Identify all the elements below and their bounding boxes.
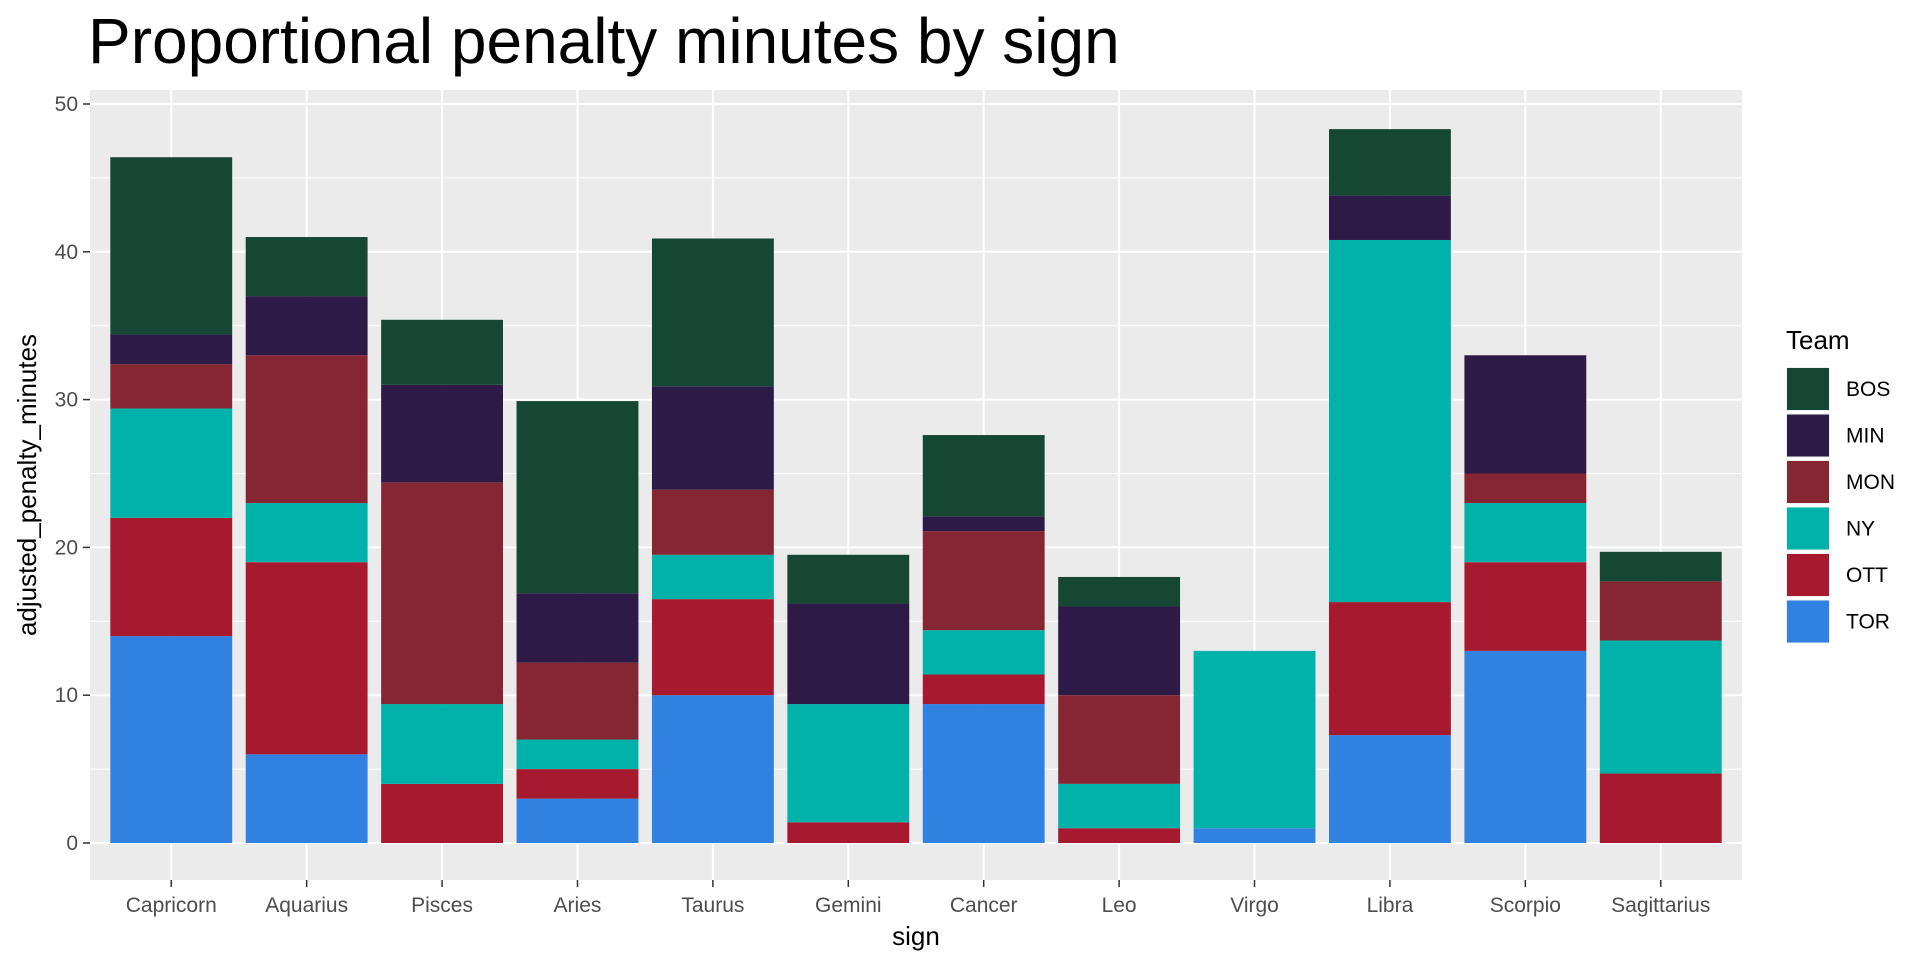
bar-segment-ott — [110, 517, 233, 637]
bar-segment-ott — [381, 783, 503, 843]
y-tick-label: 20 — [55, 536, 78, 559]
bar-segment-ott — [516, 769, 639, 799]
bar-segment-ny — [1599, 640, 1722, 774]
legend-swatch-min — [1787, 414, 1829, 457]
bar-segment-ott — [245, 562, 368, 755]
y-tick-label: 0 — [66, 832, 78, 855]
x-axis: Capricorn Aquarius Pisces Aries Taurus Gemini… — [126, 880, 1710, 917]
legend-label: OTT — [1846, 564, 1888, 587]
y-tick-label: 50 — [55, 93, 78, 116]
bar-segment-mon — [922, 531, 1045, 631]
bar-segment-ott — [1464, 562, 1587, 651]
bar-segment-ott — [651, 599, 774, 696]
bar-segment-mon — [1464, 473, 1587, 504]
bar-segment-ny — [381, 704, 503, 784]
bar-segment-mon — [651, 489, 774, 555]
bar-segment-bos — [245, 237, 368, 297]
bar-segment-mon — [381, 482, 503, 705]
bar-segment-ny — [787, 704, 910, 823]
bar-segment-mon — [110, 364, 233, 409]
x-tick-label: Pisces — [411, 894, 473, 917]
bar-segment-ny — [1329, 239, 1451, 603]
legend-swatch-mon — [1787, 461, 1829, 503]
x-tick-label: Aries — [554, 894, 602, 917]
bar-segment-bos — [1329, 129, 1451, 196]
bar-segment-tor — [1193, 828, 1316, 843]
bar-segment-bos — [516, 401, 639, 594]
bar-segment-min — [787, 603, 910, 705]
x-tick-label: Taurus — [681, 894, 744, 917]
bar-segment-min — [922, 516, 1045, 532]
x-tick-label: Capricorn — [126, 894, 217, 917]
bar-segment-min — [1058, 606, 1181, 696]
bar-segment-ny — [245, 503, 368, 563]
x-tick-label: Scorpio — [1490, 894, 1561, 917]
y-tick-label: 30 — [55, 389, 78, 412]
bar-segment-min — [110, 334, 233, 365]
bar-segment-ny — [516, 739, 639, 770]
bar-segment-tor — [245, 754, 368, 843]
bar-segment-min — [651, 386, 774, 490]
bar-segment-tor — [516, 798, 639, 843]
bar-segment-ott — [1329, 602, 1451, 736]
bar-segment-tor — [922, 704, 1045, 843]
legend-label: BOS — [1846, 378, 1890, 401]
bar-segment-ott — [787, 822, 910, 843]
bar-segment-bos — [1599, 551, 1722, 582]
legend-swatch-bos — [1787, 368, 1829, 410]
bar-segment-mon — [1599, 581, 1722, 641]
legend-title: Team — [1786, 325, 1850, 355]
bar-segment-bos — [1058, 576, 1181, 607]
bar-segment-tor — [110, 636, 233, 843]
bar-segment-min — [1464, 355, 1587, 474]
bars — [110, 129, 1722, 843]
bar-segment-ott — [922, 674, 1045, 705]
x-tick-label: Libra — [1367, 894, 1414, 917]
bar-segment-ny — [1058, 783, 1181, 829]
bar-segment-ny — [1464, 503, 1587, 563]
bar-segment-tor — [651, 695, 774, 843]
x-tick-label: Virgo — [1230, 894, 1279, 917]
bar-segment-bos — [110, 157, 233, 335]
y-tick-label: 40 — [55, 241, 78, 264]
bar-segment-min — [381, 384, 503, 483]
bar-segment-tor — [1464, 650, 1587, 843]
bar-segment-ott — [1599, 773, 1722, 843]
bar-segment-ny — [1193, 650, 1316, 829]
x-tick-label: Leo — [1102, 894, 1137, 917]
legend-swatch-ny — [1787, 507, 1829, 550]
bar-segment-ny — [110, 408, 233, 518]
bar-segment-mon — [1058, 695, 1181, 784]
y-axis: 0 10 20 30 40 50 — [55, 93, 90, 855]
bar-segment-bos — [787, 554, 910, 604]
bar-segment-mon — [245, 355, 368, 504]
x-tick-label: Cancer — [950, 894, 1018, 917]
legend-swatch-ott — [1787, 554, 1829, 596]
legend-label: MON — [1846, 471, 1895, 494]
x-axis-title: sign — [892, 921, 940, 951]
chart-title: Proportional penalty minutes by sign — [88, 5, 1120, 77]
legend-swatch-tor — [1787, 600, 1829, 643]
bar-segment-min — [245, 296, 368, 356]
x-tick-label: Sagittarius — [1611, 894, 1710, 917]
bar-segment-tor — [1329, 735, 1451, 843]
x-tick-label: Gemini — [815, 894, 882, 917]
y-axis-title: adjusted_penalty_minutes — [12, 334, 42, 636]
bar-segment-ott — [1058, 828, 1181, 843]
x-tick-label: Aquarius — [265, 894, 348, 917]
y-tick-label: 10 — [55, 684, 78, 707]
bar-segment-bos — [651, 238, 774, 387]
bar-segment-bos — [922, 435, 1045, 517]
bar-segment-ny — [922, 630, 1045, 675]
bar-segment-bos — [381, 319, 503, 385]
legend: Team BOS MIN MON NY OTT TOR — [1786, 325, 1895, 644]
bar-segment-mon — [516, 662, 639, 740]
legend-label: NY — [1846, 518, 1875, 541]
bar-segment-min — [516, 593, 639, 663]
bar-segment-min — [1329, 195, 1451, 240]
legend-label: MIN — [1846, 425, 1885, 448]
bar-segment-ny — [651, 554, 774, 600]
legend-label: TOR — [1846, 611, 1890, 634]
